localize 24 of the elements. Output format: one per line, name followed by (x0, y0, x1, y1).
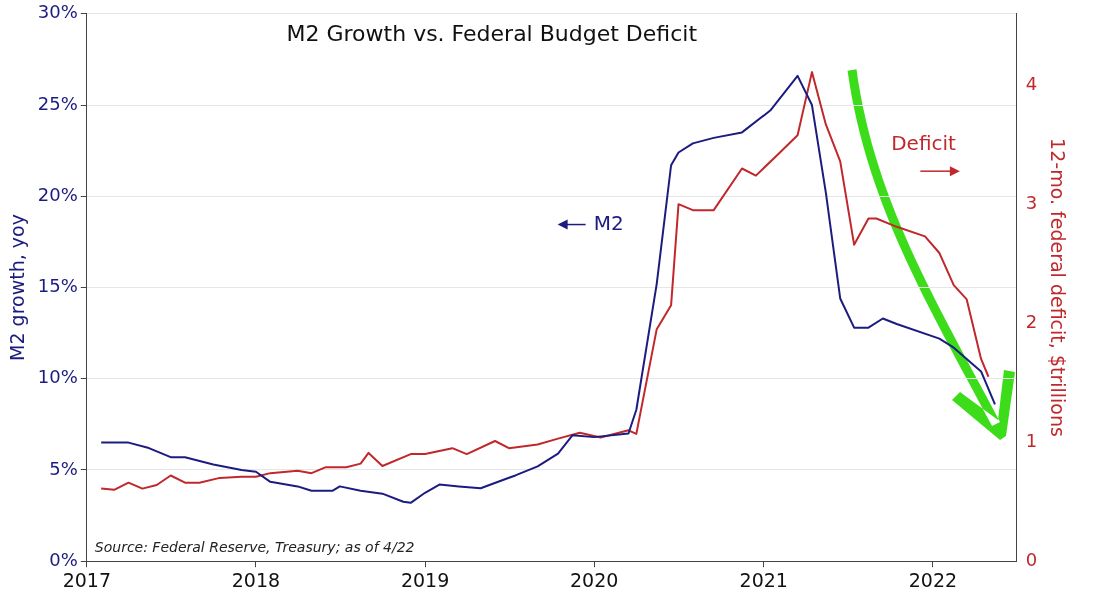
y-tick-label: 25% (37, 92, 78, 114)
y2-tick-label: 1 (1025, 429, 1038, 451)
y2-tick-label: 4 (1025, 72, 1038, 94)
y-axis-title: M2 growth, yoy (6, 214, 29, 361)
y2-tick-label: 0 (1025, 548, 1038, 570)
legend-label: M2 (593, 210, 624, 235)
y-tick-label: 30% (37, 1, 78, 23)
x-tick-label: 2019 (400, 568, 450, 591)
y-tick-label: 15% (37, 275, 78, 297)
text: Deficit (891, 131, 957, 156)
x-tick-label: 2022 (908, 568, 958, 591)
annotation: Source: Federal Reserve, Treasury; as of 4/22 (94, 538, 415, 555)
y-tick-label: 0% (49, 548, 78, 570)
x-tick-label: 2020 (569, 568, 619, 591)
y-tick-label: 5% (49, 457, 78, 479)
x-tick-label: 2018 (231, 568, 281, 591)
y-tick-label: 20% (37, 183, 78, 205)
y2-tick-label: 2 (1025, 310, 1038, 332)
chart-title: M2 Growth vs. Federal Budget Deficit (286, 20, 698, 46)
y2-tick-label: 3 (1025, 191, 1038, 213)
y-tick-label: 10% (37, 366, 78, 388)
x-tick-label: 2021 (739, 568, 788, 591)
y2-axis-title: 12-mo. federal deficit, $trillions (1046, 138, 1069, 437)
x-tick-label: 2017 (62, 568, 111, 591)
